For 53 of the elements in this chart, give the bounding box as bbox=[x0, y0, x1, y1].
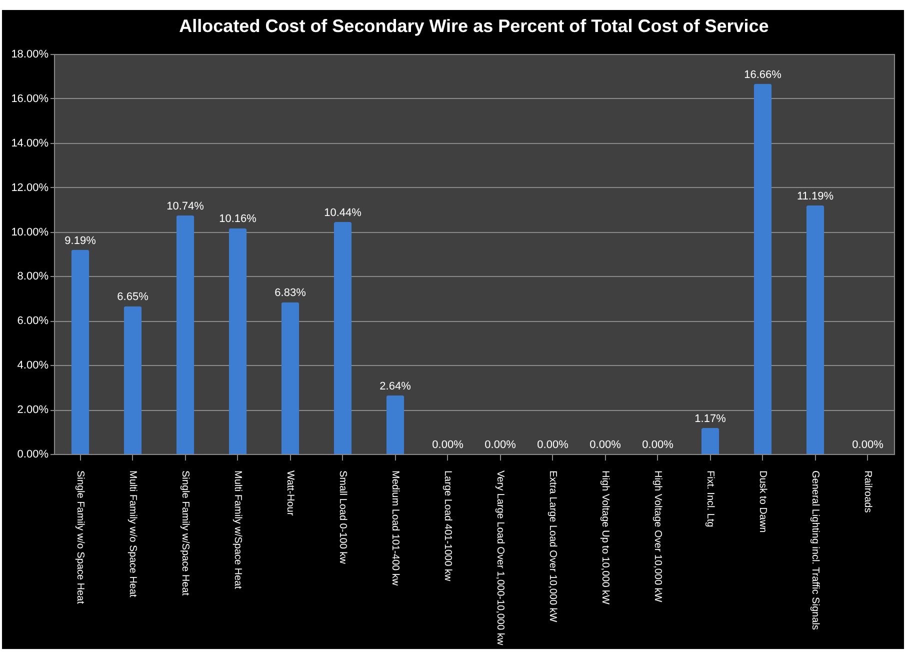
y-tick-label: 2.00% bbox=[17, 404, 49, 416]
x-tick-label: General Lighting incl. Traffic Signals bbox=[809, 470, 820, 630]
x-tick-label: High Voltage Up to 10,000 kW bbox=[599, 470, 610, 606]
y-tick-label: 16.00% bbox=[11, 92, 49, 105]
data-label: 2.64% bbox=[380, 380, 412, 392]
y-tick-label: 12.00% bbox=[11, 182, 49, 194]
x-tick-label: Large Load 401-1000 kw bbox=[442, 470, 453, 582]
x-tick-label: Multi Family w/o Space Heat bbox=[126, 470, 138, 598]
chart-title: Allocated Cost of Secondary Wire as Percent of Total Cost of Service bbox=[179, 16, 769, 36]
x-tick-label: Extra Large Load Over 10,000 kW bbox=[546, 470, 558, 623]
y-tick-label: 4.00% bbox=[17, 360, 49, 372]
x-tick-label: Medium Load 101-400 kw bbox=[389, 470, 400, 586]
data-label: 0.00% bbox=[590, 439, 622, 451]
data-label: 0.00% bbox=[537, 439, 569, 451]
bar bbox=[124, 306, 142, 454]
bar bbox=[701, 428, 720, 454]
x-tick-label: Small Load 0-100 kw bbox=[336, 470, 348, 565]
data-label: 0.00% bbox=[852, 439, 884, 451]
bar bbox=[71, 250, 90, 454]
y-tick-label: 8.00% bbox=[17, 270, 49, 283]
y-tick-label: 18.00% bbox=[11, 48, 49, 60]
bar bbox=[334, 222, 352, 454]
y-tick-label: 6.00% bbox=[17, 315, 49, 328]
y-tick-label: 14.00% bbox=[11, 137, 49, 150]
data-label: 9.19% bbox=[64, 234, 96, 247]
bar bbox=[228, 228, 247, 454]
data-label: 10.16% bbox=[219, 213, 257, 226]
x-tick-label: Very Large Load Over 1,000-10,000 kw bbox=[494, 470, 506, 646]
data-label: 0.00% bbox=[432, 439, 464, 451]
data-label: 6.83% bbox=[274, 287, 306, 300]
bar bbox=[176, 215, 194, 454]
x-tick-label: Fixt. Incl. Ltg bbox=[704, 470, 716, 528]
data-label: 16.66% bbox=[744, 68, 782, 81]
x-tick-label: Watt-Hour bbox=[284, 470, 296, 516]
data-label: 1.17% bbox=[694, 413, 726, 425]
bar bbox=[806, 205, 824, 454]
data-label: 0.00% bbox=[484, 439, 516, 451]
data-label: 6.65% bbox=[117, 291, 149, 304]
x-tick-label: Single Family w/o Space Heat bbox=[74, 470, 86, 604]
bar bbox=[386, 395, 404, 454]
bar bbox=[281, 302, 300, 454]
data-label: 10.74% bbox=[166, 200, 204, 212]
x-tick-label: Single Family w/Space Heat bbox=[179, 470, 190, 596]
y-tick-label: 0.00% bbox=[17, 448, 49, 460]
data-label: 10.44% bbox=[324, 207, 362, 219]
y-tick-label: 10.00% bbox=[11, 226, 49, 238]
data-label: 11.19% bbox=[797, 190, 834, 202]
x-tick-label: Multi Family w/Space Heat bbox=[232, 470, 243, 590]
bar bbox=[754, 84, 772, 454]
x-tick-label: Dusk to Dawn bbox=[756, 470, 768, 533]
x-tick-label: Railroads bbox=[862, 470, 873, 513]
x-tick-label: High Voltage Over 10,000 kW bbox=[652, 470, 663, 603]
data-label: 0.00% bbox=[642, 439, 674, 451]
